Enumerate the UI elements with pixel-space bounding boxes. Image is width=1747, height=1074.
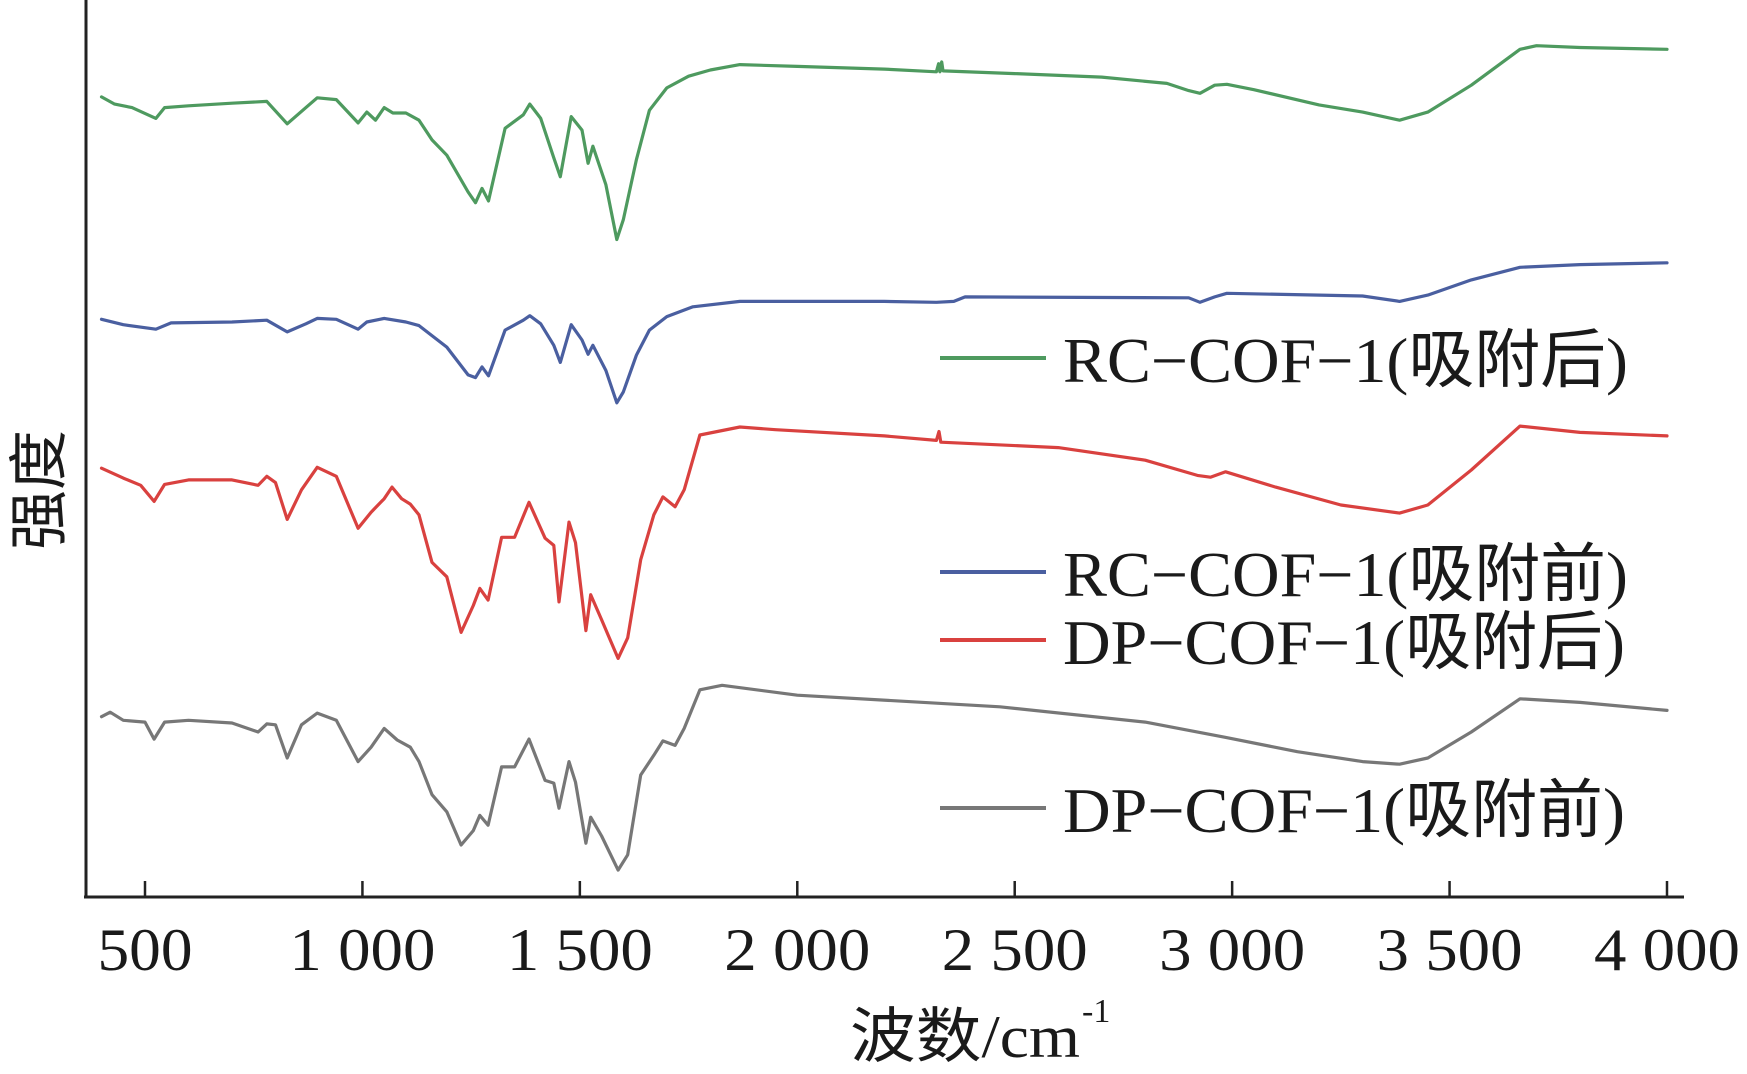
- legend-item-rc-before: RC−COF−1(吸附前): [940, 539, 1628, 610]
- series-line-2: [99, 424, 1669, 661]
- series-layer: [99, 44, 1669, 872]
- legend-item-dp-after: DP−COF−1(吸附后): [940, 607, 1625, 678]
- x-tick-label-1500: 1 500: [507, 917, 653, 983]
- legend-label-rc-after: RC−COF−1(吸附后): [1063, 325, 1628, 396]
- series-line-0: [99, 44, 1669, 242]
- x-axis-label-superscript: -1: [1082, 993, 1110, 1030]
- x-tick-label-2500: 2 500: [942, 917, 1088, 983]
- series-line-1: [99, 261, 1669, 405]
- legend-item-rc-after: RC−COF−1(吸附后): [940, 325, 1628, 396]
- x-ticks: 500 1 000 1 500 2 000 2 500 3 000 3 500 4 000: [98, 881, 1740, 983]
- legend-label-dp-after: DP−COF−1(吸附后): [1063, 607, 1625, 678]
- legend-label-rc-before: RC−COF−1(吸附前): [1063, 539, 1628, 610]
- x-tick-label-3000: 3 000: [1159, 917, 1305, 983]
- x-tick-label-4000: 4 000: [1594, 917, 1740, 983]
- x-tick-label-2000: 2 000: [724, 917, 870, 983]
- y-axis-label: 强度: [7, 430, 73, 550]
- legend-item-dp-before: DP−COF−1(吸附前): [940, 775, 1625, 846]
- x-axis-label: 波数/cm: [850, 1004, 1080, 1070]
- legend-label-dp-before: DP−COF−1(吸附前): [1063, 775, 1625, 846]
- legend: RC−COF−1(吸附后) RC−COF−1(吸附前) DP−COF−1(吸附后…: [940, 325, 1628, 846]
- x-tick-label-500: 500: [98, 917, 193, 983]
- x-tick-label-3500: 3 500: [1377, 917, 1523, 983]
- series-line-3: [99, 683, 1669, 872]
- x-tick-label-1000: 1 000: [289, 917, 435, 983]
